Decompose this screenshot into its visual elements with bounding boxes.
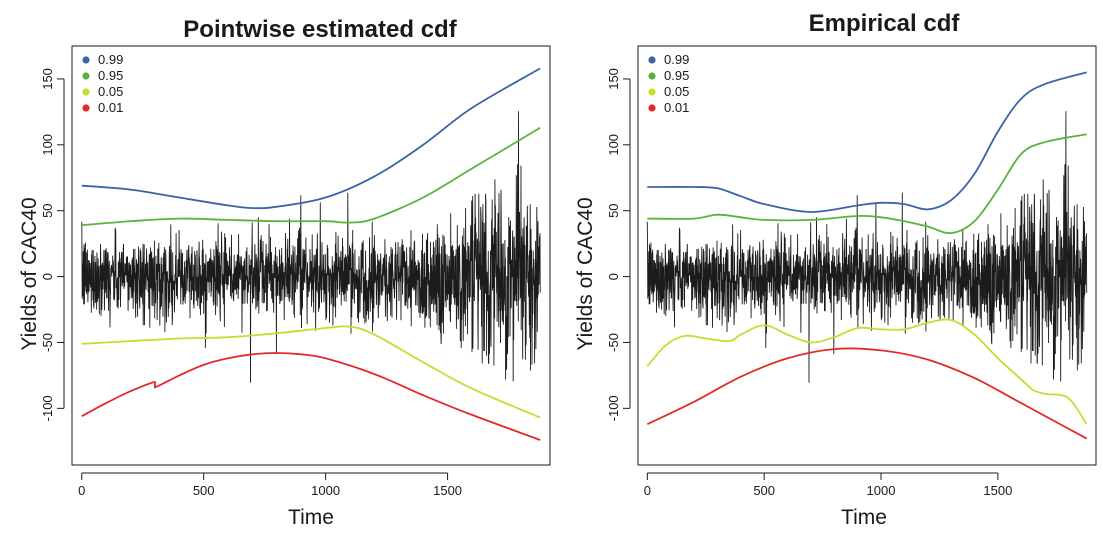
right-y-axis: -100 -50 0 50 100 150 [606,68,631,421]
right-plot-frame [637,45,1097,466]
left-x-tick-label: 1000 [311,483,340,498]
left-y-tick-label: 50 [40,203,55,217]
right-y-tick-label: -100 [606,395,621,421]
right-legend-marker [648,88,656,96]
left-quantile-line-0.01 [81,352,541,441]
left-yield-series [81,111,541,383]
left-legend-label: 0.95 [98,68,123,83]
left-legend-marker [82,56,90,64]
left-x-axis: 0 500 1000 1500 [78,472,462,498]
left-quantile-line-0.05 [81,325,541,419]
right-yield-trace [646,111,1088,383]
left-y-axis-label: Yields of CAC40 [18,197,41,350]
left-y-tick-label: 150 [40,68,55,90]
right-chart-panel: Empirical cdf Time Yields of CAC40 0 500 1… [574,10,1097,529]
right-legend-label: 0.05 [664,84,689,99]
right-chart-title: Empirical cdf [809,10,961,37]
left-quantile-lines [81,67,541,441]
right-quantile-line-0.99 [647,71,1087,213]
right-x-tick-label: 1500 [983,483,1012,498]
right-x-tick-label: 1000 [867,483,896,498]
left-x-tick-label: 500 [193,483,215,498]
left-legend-marker [82,104,90,112]
right-legend-label: 0.01 [664,100,689,115]
left-legend-label: 0.01 [98,100,123,115]
right-x-tick-label: 500 [753,483,775,498]
right-y-tick-label: -50 [606,333,621,352]
right-quantile-lines [646,71,1088,440]
right-legend-label: 0.95 [664,68,689,83]
right-x-tick-label: 0 [644,483,651,498]
left-chart-panel: Pointwise estimated cdf Time Yields of C… [18,16,551,529]
left-y-tick-label: -100 [40,395,55,421]
right-y-tick-label: 100 [606,134,621,156]
right-y-axis-label: Yields of CAC40 [574,197,597,350]
left-x-tick-label: 0 [78,483,85,498]
left-quantile-line-0.99 [81,67,541,210]
right-quantile-line-0.95 [647,133,1087,235]
right-legend: 0.010.050.950.99 [648,52,689,115]
left-legend-label: 0.99 [98,52,123,67]
right-quantile-line-0.01 [646,347,1088,440]
left-x-axis-label: Time [288,506,334,529]
left-y-axis: -100 -50 0 50 100 150 [40,68,65,421]
left-legend-marker [82,72,90,80]
left-chart-title: Pointwise estimated cdf [183,16,457,43]
left-y-tick-label: 0 [40,273,55,280]
right-x-axis: 0 500 1000 1500 [644,472,1012,498]
right-legend-marker [648,72,656,80]
left-yield-trace [81,111,541,383]
left-quantile-line-0.95 [81,126,541,227]
left-x-tick-label: 1500 [433,483,462,498]
right-y-tick-label: 50 [606,203,621,217]
left-y-tick-label: 100 [40,134,55,156]
right-legend-marker [648,104,656,112]
right-x-axis-label: Time [841,506,887,529]
left-y-tick-label: -50 [40,333,55,352]
right-y-tick-label: 150 [606,68,621,90]
right-yield-series [646,111,1088,383]
left-legend-marker [82,88,90,96]
right-y-tick-label: 0 [606,273,621,280]
right-legend-label: 0.99 [664,52,689,67]
left-legend: 0.010.050.950.99 [82,52,123,115]
left-legend-label: 0.05 [98,84,123,99]
left-plot-frame [71,45,551,466]
right-legend-marker [648,56,656,64]
right-quantile-line-0.05 [646,318,1088,425]
